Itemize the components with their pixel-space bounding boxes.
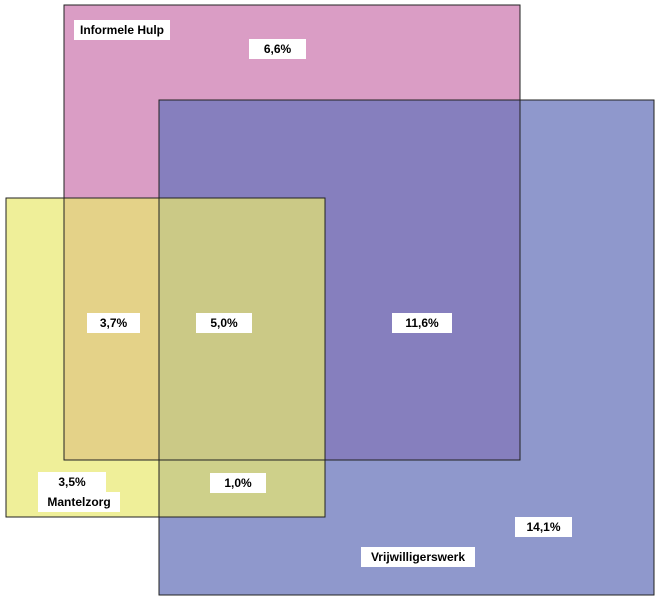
outline-informele-hulp <box>63 4 521 461</box>
set-label-vrijwilligerswerk: Vrijwilligerswerk <box>361 547 475 567</box>
outline-vrijwilligerswerk <box>158 99 655 596</box>
region-value-mantelzorg-vrijwilligerswerk: 1,0% <box>210 473 266 493</box>
set-mantelzorg <box>5 197 326 518</box>
region-value-informele-hulp-mantelzorg: 3,7% <box>87 313 140 333</box>
region-value-all-three: 5,0% <box>196 313 252 333</box>
set-label-informele-hulp: Informele Hulp <box>74 20 170 40</box>
set-label-mantelzorg: Mantelzorg <box>38 492 120 512</box>
region-value-informele-hulp-vrijwilligerswerk: 11,6% <box>392 313 452 333</box>
region-value-informele-hulp-only: 6,6% <box>249 39 306 59</box>
region-value-vrijwilligerswerk-only: 14,1% <box>515 517 572 537</box>
region-value-mantelzorg-only: 3,5% <box>38 472 106 492</box>
